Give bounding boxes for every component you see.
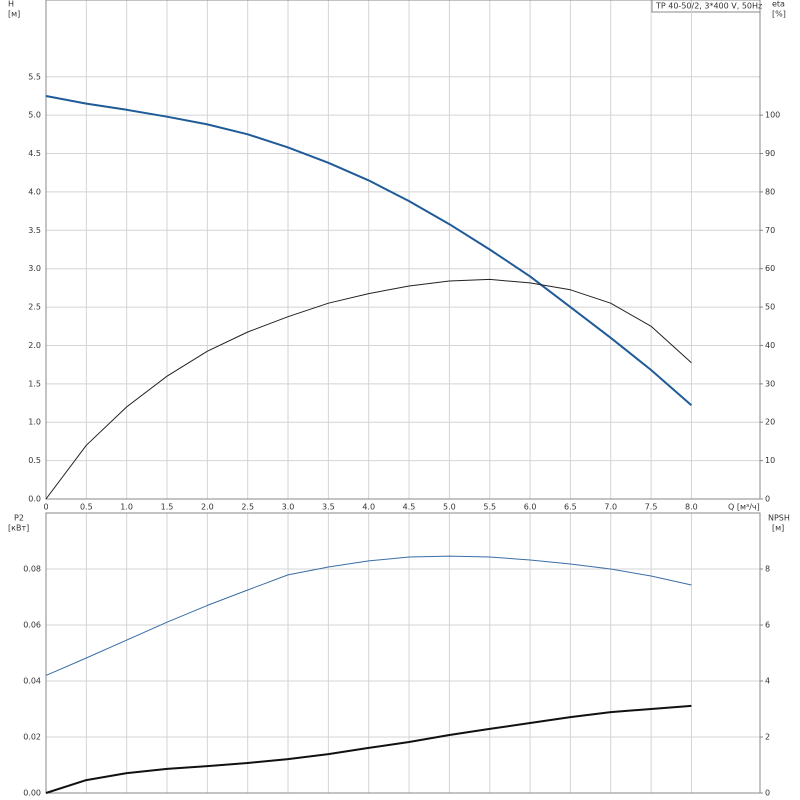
x-tick-label: 3.0 — [282, 503, 295, 512]
y2-tick-label: 100 — [765, 111, 780, 120]
y-tick-label: 0.5 — [28, 456, 41, 465]
curve — [45, 95, 693, 407]
y2-tick-label: 0 — [765, 789, 770, 798]
x-tick-label: 5.5 — [483, 503, 496, 512]
x-axis-label: Q [м³/ч] — [728, 503, 760, 512]
y2-axis-unit: [%] — [772, 10, 786, 19]
y-axis-unit: [кВт] — [8, 524, 29, 533]
curve — [45, 278, 692, 500]
y-tick-label: 0.04 — [23, 677, 41, 686]
y2-axis-unit: [м] — [772, 524, 784, 533]
y-tick-label: 3.0 — [28, 264, 41, 273]
plot-frame — [45, 0, 761, 500]
y2-tick-label: 4 — [765, 677, 770, 686]
y2-tick-label: 60 — [765, 264, 775, 273]
x-tick-label: 8.0 — [685, 503, 698, 512]
y-tick-label: 0.02 — [23, 733, 41, 742]
y-tick-label: 2.5 — [28, 303, 41, 312]
x-tick-label: 0 — [43, 503, 48, 512]
x-tick-label: 6.0 — [524, 503, 537, 512]
y2-tick-label: 40 — [765, 341, 775, 350]
y-tick-label: 0.08 — [23, 565, 41, 574]
y2-tick-label: 10 — [765, 456, 775, 465]
y-tick-label: 0.06 — [23, 621, 41, 630]
y-tick-label: 0.0 — [28, 495, 41, 504]
x-tick-label: 5.0 — [443, 503, 456, 512]
x-tick-label: 6.5 — [564, 503, 577, 512]
x-tick-label: 7.0 — [604, 503, 617, 512]
plot-frame — [45, 512, 761, 794]
y2-tick-label: 70 — [765, 226, 775, 235]
curve — [45, 555, 692, 676]
y2-tick-label: 30 — [765, 379, 775, 388]
x-tick-label: 2.5 — [241, 503, 254, 512]
x-tick-label: 1.5 — [161, 503, 174, 512]
x-tick-label: 0.5 — [80, 503, 93, 512]
y-tick-label: 0.00 — [23, 789, 41, 798]
x-tick-label: 4.5 — [403, 503, 416, 512]
y-tick-label: 5.5 — [28, 72, 41, 81]
y-tick-label: 1.5 — [28, 379, 41, 388]
y-tick-label: 2.0 — [28, 341, 41, 350]
y2-tick-label: 6 — [765, 621, 770, 630]
y2-tick-label: 20 — [765, 418, 775, 427]
y-tick-label: 5.0 — [28, 111, 41, 120]
y-tick-label: 4.5 — [28, 149, 41, 158]
y2-tick-label: 0 — [765, 495, 770, 504]
y2-tick-label: 80 — [765, 187, 775, 196]
x-tick-label: 1.0 — [120, 503, 133, 512]
y-axis-label: P2 — [14, 514, 24, 523]
y2-tick-label: 2 — [765, 733, 770, 742]
x-tick-label: 7.5 — [645, 503, 658, 512]
chart-title: TP 40-50/2, 3*400 V, 50Hz — [655, 2, 762, 11]
y-axis-label: H — [8, 0, 14, 9]
y2-axis-label: eta — [772, 0, 785, 9]
x-tick-label: 4.0 — [362, 503, 375, 512]
curve — [45, 704, 692, 794]
y2-axis-label: NPSH — [768, 514, 790, 523]
y-axis-unit: [м] — [8, 10, 20, 19]
y2-tick-label: 90 — [765, 149, 775, 158]
y2-tick-label: 50 — [765, 303, 775, 312]
x-tick-label: 3.5 — [322, 503, 335, 512]
y-tick-label: 1.0 — [28, 418, 41, 427]
x-tick-label: 2.0 — [201, 503, 214, 512]
y-tick-label: 3.5 — [28, 226, 41, 235]
y-tick-label: 4.0 — [28, 187, 41, 196]
y2-tick-label: 8 — [765, 565, 770, 574]
